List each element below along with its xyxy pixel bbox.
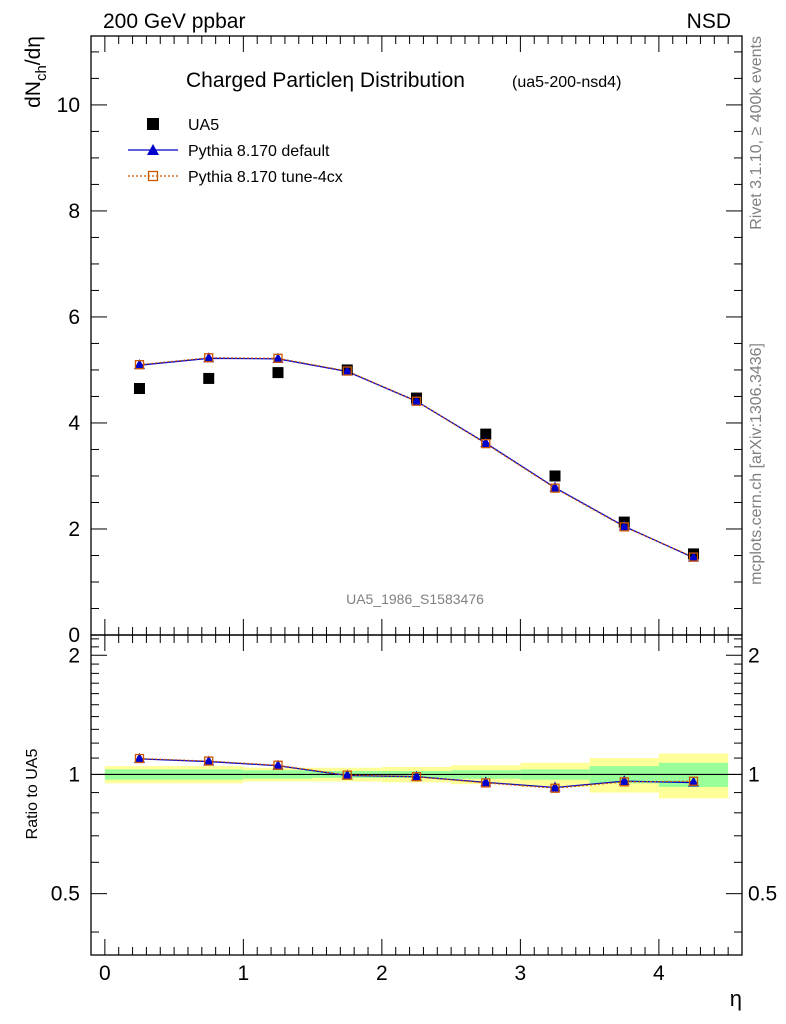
ratio-default-point <box>203 755 215 766</box>
main-ytick-label: 6 <box>68 306 80 329</box>
ratio-ytick-label-left: 0.5 <box>51 883 80 906</box>
tune-series-line <box>139 357 694 558</box>
default-data-point <box>618 520 630 531</box>
ratio-tune-point <box>550 783 560 793</box>
default-series-line <box>139 357 694 559</box>
main-ytick-label: 4 <box>68 412 80 435</box>
ratio-xtick-label: 4 <box>653 962 665 985</box>
main-ytick-label: 10 <box>57 94 80 117</box>
main-y-axis-label: dNch/dη <box>22 36 50 108</box>
ratio-xtick-label: 1 <box>238 962 250 985</box>
ratio-tune-point <box>273 760 283 770</box>
ratio-default-point <box>411 770 422 781</box>
ua5-data-point <box>549 470 561 482</box>
ylabel-main: dN <box>22 81 45 108</box>
legend: UA5 Pythia 8.170 default Pythia 8.170 tu… <box>128 117 343 186</box>
default-data-point <box>549 481 561 492</box>
ratio-default-point <box>618 775 630 786</box>
ratio-xtick-label: 3 <box>515 962 527 985</box>
legend-tune-label: Pythia 8.170 tune-4cx <box>188 169 343 186</box>
ratio-tune-point <box>688 776 699 786</box>
main-ytick-label: 8 <box>68 200 80 223</box>
header-left: 200 GeV ppbar <box>103 10 245 33</box>
default-data-point <box>272 352 284 363</box>
default-data-point <box>480 437 492 448</box>
default-data-point <box>411 395 422 406</box>
ratio-xtick-label: 0 <box>99 962 111 985</box>
ratio-default-point <box>549 781 561 792</box>
ua5-data-point <box>133 383 145 395</box>
tune-data-point <box>481 438 491 449</box>
ratio-tune-point <box>481 778 491 788</box>
ua5-data-point <box>272 367 284 379</box>
ratio-xtick-label: 2 <box>376 962 388 985</box>
tune-data-point <box>619 522 629 532</box>
default-data-point <box>133 359 145 370</box>
ua5-data-point <box>203 372 215 384</box>
main-panel: 0 2 4 6 8 10 Charged Particleη Distribution (… <box>22 35 743 647</box>
mcplots-side-text: mcplots.cern.ch [arXiv:1306.3436] <box>748 343 765 585</box>
main-ytick-label: 0 <box>68 624 80 647</box>
tune-data-point <box>273 353 283 363</box>
ratio-ytick-label-left: 2 <box>68 644 80 667</box>
tune-data-point <box>688 552 699 562</box>
x-axis-label: η <box>730 986 742 1011</box>
main-ytick-label: 2 <box>68 518 80 541</box>
ratio-ytick-label-left: 1 <box>68 763 80 786</box>
ratio-default-point <box>688 776 700 787</box>
legend-default-marker <box>147 144 159 155</box>
ratio-y-axis-label: Ratio to UA5 <box>24 749 41 840</box>
legend-ua5-marker <box>147 118 159 130</box>
ylabel-sub: ch <box>33 65 50 81</box>
tune-data-point <box>134 360 145 370</box>
ylabel-tail: /dη <box>22 36 45 65</box>
header-right: NSD <box>687 10 731 33</box>
tune-data-point <box>342 366 352 376</box>
ratio-default-point <box>341 769 353 780</box>
ratio-ytick-label-right: 0.5 <box>748 883 777 906</box>
ratio-tune-point <box>134 753 145 764</box>
tune-data-point <box>411 396 422 406</box>
ratio-tune-point <box>619 777 629 787</box>
rivet-side-text: Rivet 3.1.10, ≥ 400k events <box>748 36 765 230</box>
main-title: Charged Particleη Distribution <box>186 69 465 92</box>
legend-ua5-label: UA5 <box>188 117 219 134</box>
ratio-tune-point <box>342 770 352 780</box>
main-subtitle: (ua5-200-nsd4) <box>512 74 621 91</box>
default-data-point <box>341 365 353 376</box>
legend-tune-marker <box>147 170 159 182</box>
ua5-data-point <box>480 428 492 440</box>
ratio-tune-point <box>204 756 214 766</box>
ratio-ytick-label-right: 1 <box>748 763 760 786</box>
tune-data-point <box>550 483 560 493</box>
ratio-default-point <box>133 752 145 763</box>
ratio-default-point <box>480 776 492 787</box>
legend-default-label: Pythia 8.170 default <box>188 143 330 160</box>
ratio-default-point <box>272 759 284 770</box>
default-data-point <box>688 551 700 562</box>
ratio-panel: 0.5 0.5 1 1 2 2 0 1 2 3 4 Ratio to UA5 η <box>24 634 777 1011</box>
tune-data-point <box>204 353 214 363</box>
watermark: UA5_1986_S1583476 <box>346 591 484 607</box>
ratio-ytick-label-right: 2 <box>748 644 760 667</box>
ratio-frame <box>90 634 743 956</box>
default-data-point <box>203 352 215 363</box>
ratio-tune-point <box>411 772 422 782</box>
